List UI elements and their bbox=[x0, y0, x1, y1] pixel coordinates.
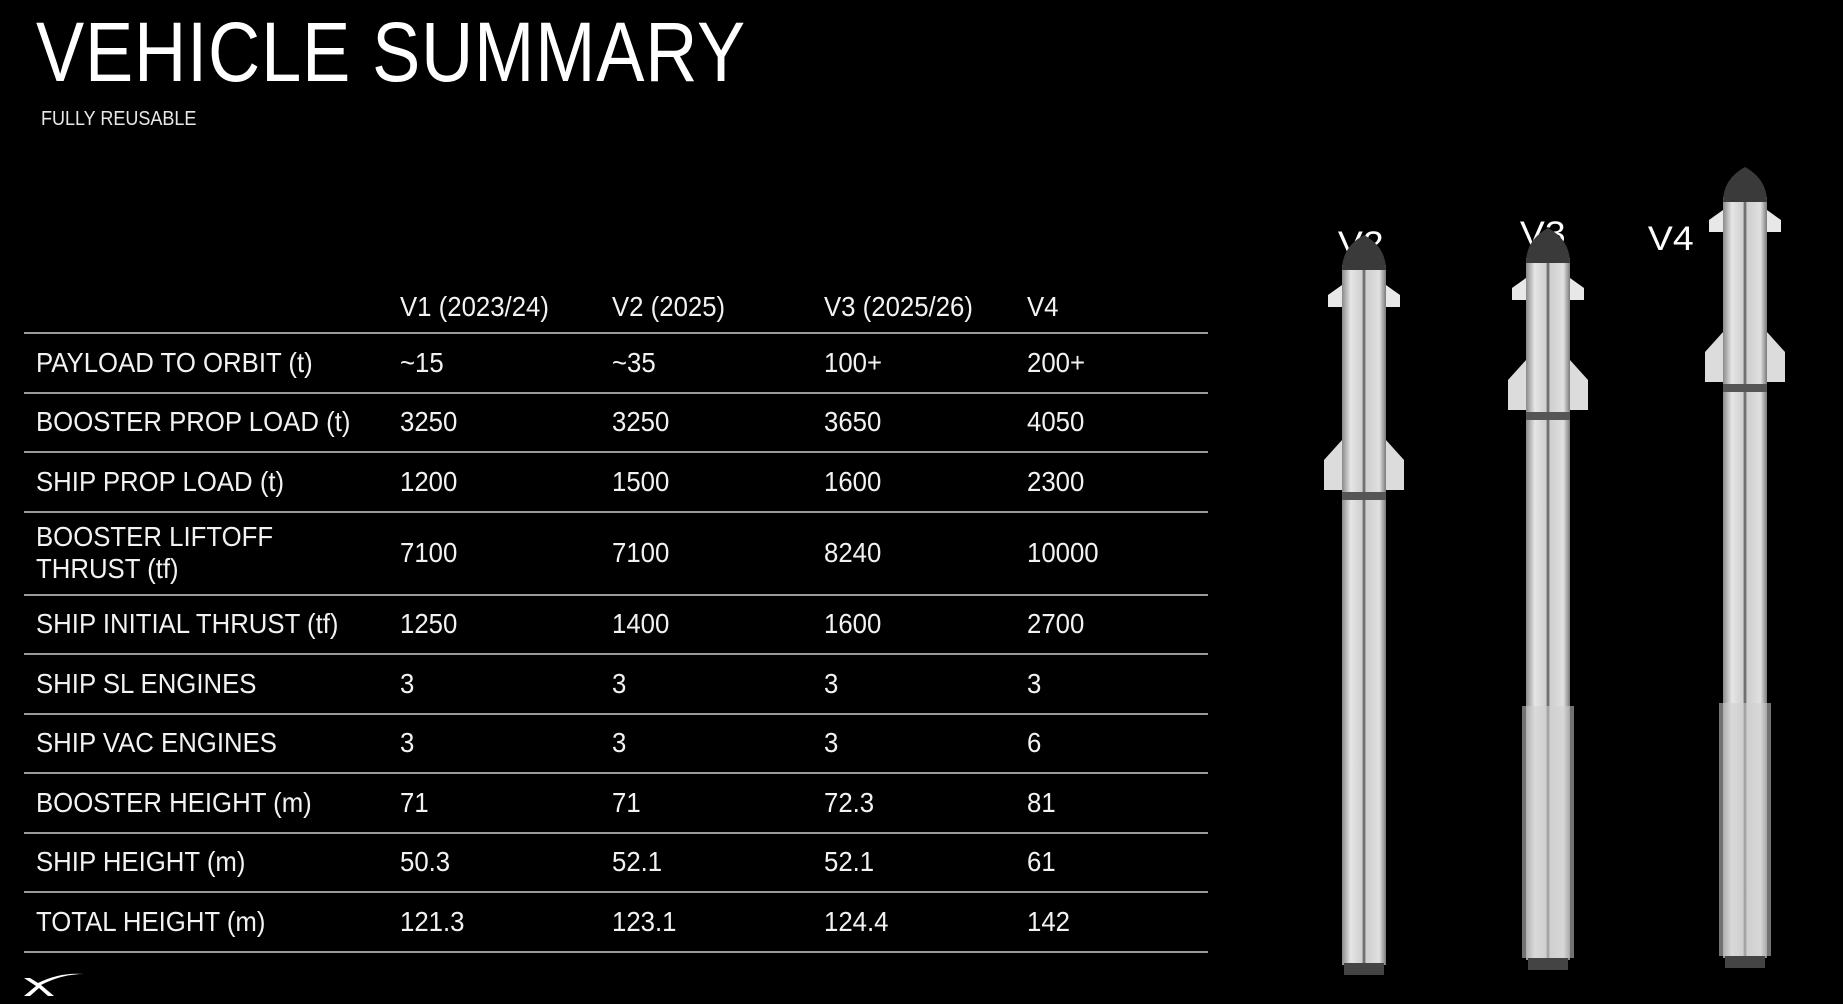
cell-value: 3 bbox=[824, 727, 839, 759]
cell-value: 3 bbox=[824, 667, 839, 699]
rocket-v3-hot-stage-ring bbox=[1526, 412, 1570, 420]
cell-value: 81 bbox=[1027, 786, 1056, 818]
table-row: SHIP VAC ENGINES 3 3 3 6 bbox=[24, 715, 1208, 774]
row-label: BOOSTER HEIGHT (m) bbox=[36, 786, 312, 818]
column-header-v2: V2 (2025) bbox=[612, 291, 726, 322]
cell-value: 3 bbox=[400, 667, 415, 699]
rocket-v4-booster-skirt bbox=[1719, 703, 1771, 956]
cell-value: 1200 bbox=[400, 465, 458, 497]
starship-illustrations bbox=[1324, 167, 1785, 975]
rocket-v3-aft-flap-left bbox=[1508, 360, 1526, 410]
rocket-v4-nosecone bbox=[1723, 167, 1767, 202]
rocket-v2-aft-flap-right bbox=[1386, 440, 1404, 490]
cell-value: 3 bbox=[612, 667, 627, 699]
cell-value: 1600 bbox=[824, 608, 882, 640]
table-row: SHIP INITIAL THRUST (tf) 1250 1400 1600 2700 bbox=[24, 596, 1208, 655]
cell-value: 8240 bbox=[824, 537, 882, 568]
page-subtitle: FULLY REUSABLE bbox=[41, 108, 197, 130]
rocket-v4-forward-flap-right bbox=[1767, 210, 1781, 232]
rocket-v4-hot-stage-ring bbox=[1723, 384, 1767, 392]
cell-value: 1250 bbox=[400, 608, 458, 640]
table-row: PAYLOAD TO ORBIT (t) ~15 ~35 100+ 200+ bbox=[24, 334, 1208, 394]
row-label: BOOSTER LIFTOFF THRUST (tf) bbox=[36, 521, 273, 585]
rocket-v2-forward-flap-right bbox=[1386, 285, 1400, 307]
row-label: SHIP VAC ENGINES bbox=[36, 727, 277, 759]
page-title: VEHICLE SUMMARY bbox=[36, 5, 747, 99]
row-label: BOOSTER PROP LOAD (t) bbox=[36, 406, 351, 438]
cell-value: 71 bbox=[400, 786, 429, 818]
cell-value: 1500 bbox=[612, 465, 670, 497]
cell-value: 100+ bbox=[824, 346, 883, 378]
rocket-v3-booster-skirt bbox=[1522, 706, 1574, 958]
row-label: SHIP HEIGHT (m) bbox=[36, 846, 246, 878]
rocket-v2-engines bbox=[1344, 963, 1384, 975]
row-label: SHIP INITIAL THRUST (tf) bbox=[36, 608, 339, 640]
vehicle-summary-table: V1 (2023/24) V2 (2025) V3 (2025/26) V4 P… bbox=[24, 282, 1208, 953]
rocket-v3-engines bbox=[1528, 958, 1568, 970]
cell-value: 142 bbox=[1027, 905, 1070, 937]
cell-value: 3250 bbox=[612, 406, 670, 438]
rocket-v3-forward-flap-left bbox=[1512, 278, 1526, 300]
cell-value: 52.1 bbox=[612, 846, 663, 878]
rocket-v2-nosecone bbox=[1342, 235, 1386, 270]
cell-value: 124.4 bbox=[824, 905, 889, 937]
rocket-v2-aft-flap-left bbox=[1324, 440, 1342, 490]
cell-value: 3250 bbox=[400, 406, 458, 438]
table-row: BOOSTER HEIGHT (m) 71 71 72.3 81 bbox=[24, 774, 1208, 834]
cell-value: 3 bbox=[1027, 667, 1042, 699]
table-row: BOOSTER LIFTOFF THRUST (tf) 7100 7100 8240 10… bbox=[24, 513, 1208, 596]
cell-value: 3 bbox=[400, 727, 415, 759]
rocket-v2-hot-stage-ring bbox=[1342, 492, 1386, 500]
cell-value: 200+ bbox=[1027, 346, 1086, 378]
table-row: BOOSTER PROP LOAD (t) 3250 3250 3650 4050 bbox=[24, 394, 1208, 453]
cell-value: 121.3 bbox=[400, 905, 465, 937]
rocket-v4-engines bbox=[1725, 956, 1765, 968]
cell-value: 71 bbox=[612, 786, 641, 818]
rocket-label-v4: V4 bbox=[1647, 220, 1694, 258]
cell-value: 4050 bbox=[1027, 406, 1085, 438]
table-row: SHIP SL ENGINES 3 3 3 3 bbox=[24, 655, 1208, 715]
cell-value: 52.1 bbox=[824, 846, 875, 878]
cell-value: 123.1 bbox=[612, 905, 677, 937]
row-label: PAYLOAD TO ORBIT (t) bbox=[36, 346, 313, 378]
table-row: SHIP HEIGHT (m) 50.3 52.1 52.1 61 bbox=[24, 834, 1208, 893]
cell-value: 7100 bbox=[400, 537, 458, 568]
row-label-line: BOOSTER LIFTOFF bbox=[36, 520, 274, 552]
rocket-v2-body bbox=[1342, 265, 1386, 965]
cell-value: 72.3 bbox=[824, 786, 875, 818]
rocket-v2-forward-flap-left bbox=[1328, 285, 1342, 307]
row-label: SHIP PROP LOAD (t) bbox=[36, 465, 285, 497]
cell-value: 6 bbox=[1027, 727, 1042, 759]
cell-value: ~15 bbox=[400, 346, 444, 378]
row-label: SHIP SL ENGINES bbox=[36, 667, 257, 699]
table-header-row: V1 (2023/24) V2 (2025) V3 (2025/26) V4 bbox=[24, 282, 1208, 334]
rocket-v3-nosecone bbox=[1526, 228, 1570, 263]
table-row: TOTAL HEIGHT (m) 121.3 123.1 124.4 142 bbox=[24, 893, 1208, 953]
table-row: SHIP PROP LOAD (t) 1200 1500 1600 2300 bbox=[24, 453, 1208, 513]
cell-value: 2700 bbox=[1027, 608, 1085, 640]
row-label-line: THRUST (tf) bbox=[36, 553, 179, 584]
cell-value: 1400 bbox=[612, 608, 670, 640]
cell-value: 3650 bbox=[824, 406, 882, 438]
cell-value: ~35 bbox=[612, 346, 656, 378]
spacex-logo-icon bbox=[24, 973, 84, 996]
column-header-v1: V1 (2023/24) bbox=[400, 291, 549, 322]
cell-value: 1600 bbox=[824, 465, 882, 497]
cell-value: 10000 bbox=[1027, 537, 1099, 568]
rocket-v4-aft-flap-left bbox=[1705, 332, 1723, 382]
cell-value: 7100 bbox=[612, 537, 670, 568]
cell-value: 3 bbox=[612, 727, 627, 759]
column-header-v3: V3 (2025/26) bbox=[824, 291, 973, 322]
rocket-v4-aft-flap-right bbox=[1767, 332, 1785, 382]
rocket-v3-aft-flap-right bbox=[1570, 360, 1588, 410]
rocket-v3-forward-flap-right bbox=[1570, 278, 1584, 300]
cell-value: 50.3 bbox=[400, 846, 451, 878]
rocket-v4-forward-flap-left bbox=[1709, 210, 1723, 232]
row-label: TOTAL HEIGHT (m) bbox=[36, 905, 266, 937]
cell-value: 2300 bbox=[1027, 465, 1085, 497]
column-header-v4: V4 bbox=[1027, 291, 1059, 322]
cell-value: 61 bbox=[1027, 846, 1056, 878]
